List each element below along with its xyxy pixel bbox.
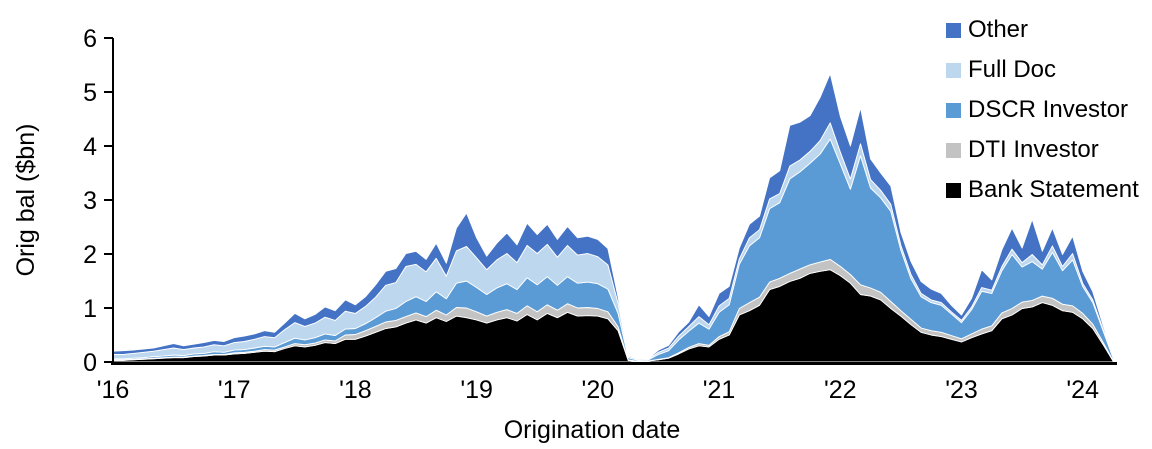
x-tick-label: '24 bbox=[1066, 376, 1099, 404]
legend-item-bank-statement: Bank Statement bbox=[946, 170, 1139, 210]
y-axis-title: Orig bal ($bn) bbox=[12, 124, 40, 277]
legend-item-dscr-investor: DSCR Investor bbox=[946, 90, 1139, 130]
x-tick-label: '21 bbox=[703, 376, 736, 404]
legend-item-full-doc: Full Doc bbox=[946, 50, 1139, 90]
y-tick-label: 5 bbox=[83, 79, 97, 107]
y-tick-label: 2 bbox=[83, 241, 97, 269]
x-tick-label: '20 bbox=[582, 376, 615, 404]
x-tick-label: '19 bbox=[460, 376, 493, 404]
x-tick-label: '23 bbox=[945, 376, 978, 404]
legend-swatch-icon bbox=[946, 102, 961, 118]
legend-swatch-icon bbox=[946, 62, 961, 78]
y-tick-label: 1 bbox=[83, 295, 97, 323]
chart-legend: Other Full Doc DSCR Investor DTI Investor Ba… bbox=[946, 10, 1139, 210]
area-series-other bbox=[112, 73, 1114, 360]
y-tick-label: 6 bbox=[83, 25, 97, 53]
legend-swatch-icon bbox=[946, 142, 961, 158]
legend-item-other: Other bbox=[946, 10, 1139, 50]
x-tick-label: '16 bbox=[97, 376, 130, 404]
legend-label: Full Doc bbox=[968, 56, 1057, 83]
x-tick-label: '17 bbox=[218, 376, 251, 404]
legend-label: DSCR Investor bbox=[968, 96, 1129, 123]
legend-swatch-icon bbox=[946, 22, 961, 38]
y-tick-label: 0 bbox=[83, 349, 97, 377]
x-tick-label: '18 bbox=[339, 376, 372, 404]
legend-item-dti-investor: DTI Investor bbox=[946, 130, 1139, 170]
legend-label: Bank Statement bbox=[968, 176, 1139, 203]
legend-swatch-icon bbox=[946, 182, 961, 198]
x-axis-title: Origination date bbox=[504, 416, 681, 444]
area-series-group bbox=[112, 73, 1114, 363]
legend-label: Other bbox=[968, 16, 1029, 43]
x-tick-label: '22 bbox=[824, 376, 857, 404]
legend-label: DTI Investor bbox=[968, 136, 1099, 163]
y-tick-label: 4 bbox=[83, 133, 97, 161]
axes-group: 0 1 2 3 4 5 6 '16 '17 '18 '19 '20 '21 '22 '23 '24 bbox=[83, 25, 1117, 404]
y-tick-label: 3 bbox=[83, 187, 97, 215]
